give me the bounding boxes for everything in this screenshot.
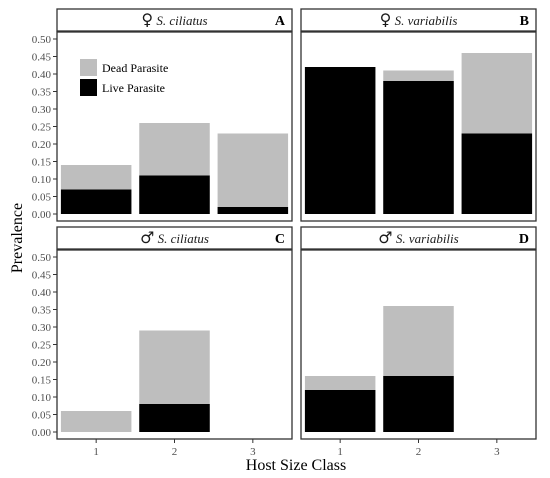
y-tick-label: 0.45: [32, 270, 52, 282]
y-tick-label: 0.40: [32, 69, 52, 81]
x-tick-label: 3: [250, 446, 256, 458]
bar-live-parasite: [461, 133, 533, 214]
y-tick-label: 0.35: [32, 87, 52, 99]
strip-label: ♀ S. variabilis: [380, 10, 458, 29]
panel-d: ♂ S. variabilis D 1 2 3: [300, 226, 537, 458]
panel-b: ♀ S. variabilis B: [300, 8, 537, 222]
y-tick-label: 0.30: [32, 104, 52, 116]
bar-live-parasite: [139, 175, 210, 214]
strip-header: [300, 8, 537, 32]
y-tick-label: 0.35: [32, 305, 52, 317]
strip-header: [56, 226, 293, 250]
x-tick-label: 2: [416, 446, 422, 458]
y-tick-label: 0.25: [32, 122, 52, 134]
bar-live-parasite: [383, 81, 454, 214]
bar-live-parasite: [304, 390, 376, 432]
sex-symbol: ♂: [378, 228, 392, 247]
strip-label: ♂ S. variabilis: [378, 228, 458, 247]
y-tick-label: 0.30: [32, 322, 52, 334]
y-tick-label: 0.50: [32, 34, 52, 46]
x-tick-label: 2: [172, 446, 178, 458]
y-tick-label: 0.10: [32, 392, 52, 404]
panel-letter: C: [275, 232, 285, 247]
y-tick-label: 0.40: [32, 287, 52, 299]
sex-symbol: ♀: [380, 10, 392, 29]
y-axis-title: Prevalence: [9, 203, 26, 273]
species-name: S. variabilis: [391, 13, 457, 28]
y-tick-label: 0.45: [32, 52, 52, 64]
y-tick-label: 0.20: [32, 357, 52, 369]
bar-live-parasite: [139, 404, 210, 432]
y-tick-label: 0.00: [32, 209, 52, 221]
y-tick-label: 0.50: [32, 252, 52, 264]
species-name: S. variabilis: [393, 231, 459, 246]
species-name: S. ciliatus: [154, 231, 209, 246]
panel-letter: D: [519, 232, 529, 247]
panel-a: ♀ S. ciliatus A 0.00 0.05 0.10 0.15 0.20 0.25 0.…: [32, 8, 293, 222]
bar-dead-parasite: [60, 411, 132, 432]
y-tick-label: 0.20: [32, 139, 52, 151]
bar-dead-parasite: [217, 133, 289, 214]
species-name: S. ciliatus: [153, 13, 208, 28]
legend-swatch: [80, 59, 97, 76]
bar-live-parasite: [60, 189, 132, 214]
legend: Dead Parasite Live Parasite: [80, 59, 168, 96]
y-tick-label: 0.05: [32, 192, 52, 204]
panel-letter: B: [520, 14, 529, 29]
y-tick-label: 0.15: [32, 375, 52, 387]
bar-live-parasite: [304, 67, 376, 214]
sex-symbol: ♀: [141, 10, 153, 29]
panel-frame: [300, 31, 537, 222]
bar-live-parasite: [217, 207, 289, 214]
bar-live-parasite: [383, 376, 454, 432]
x-tick-label: 1: [337, 446, 343, 458]
x-tick-label: 3: [494, 446, 500, 458]
y-tick-label: 0.00: [32, 427, 52, 439]
strip-header: [300, 226, 537, 250]
x-axis-title: Host Size Class: [246, 457, 346, 474]
panel-letter: A: [275, 14, 286, 29]
y-tick-label: 0.25: [32, 340, 52, 352]
x-tick-label: 1: [93, 446, 99, 458]
strip-label: ♂ S. ciliatus: [140, 228, 209, 247]
y-tick-label: 0.10: [32, 174, 52, 186]
y-tick-label: 0.15: [32, 157, 52, 169]
legend-entry: Dead Parasite: [102, 61, 168, 75]
sex-symbol: ♂: [140, 228, 154, 247]
strip-header: [56, 8, 293, 32]
legend-entry: Live Parasite: [102, 81, 165, 95]
y-tick-label: 0.05: [32, 410, 52, 422]
panel-c: ♂ S. ciliatus C 0.00 0.05 0.10 0.15 0.20 0.25 0.…: [32, 226, 293, 458]
strip-label: ♀ S. ciliatus: [141, 10, 207, 29]
legend-swatch: [80, 79, 97, 96]
